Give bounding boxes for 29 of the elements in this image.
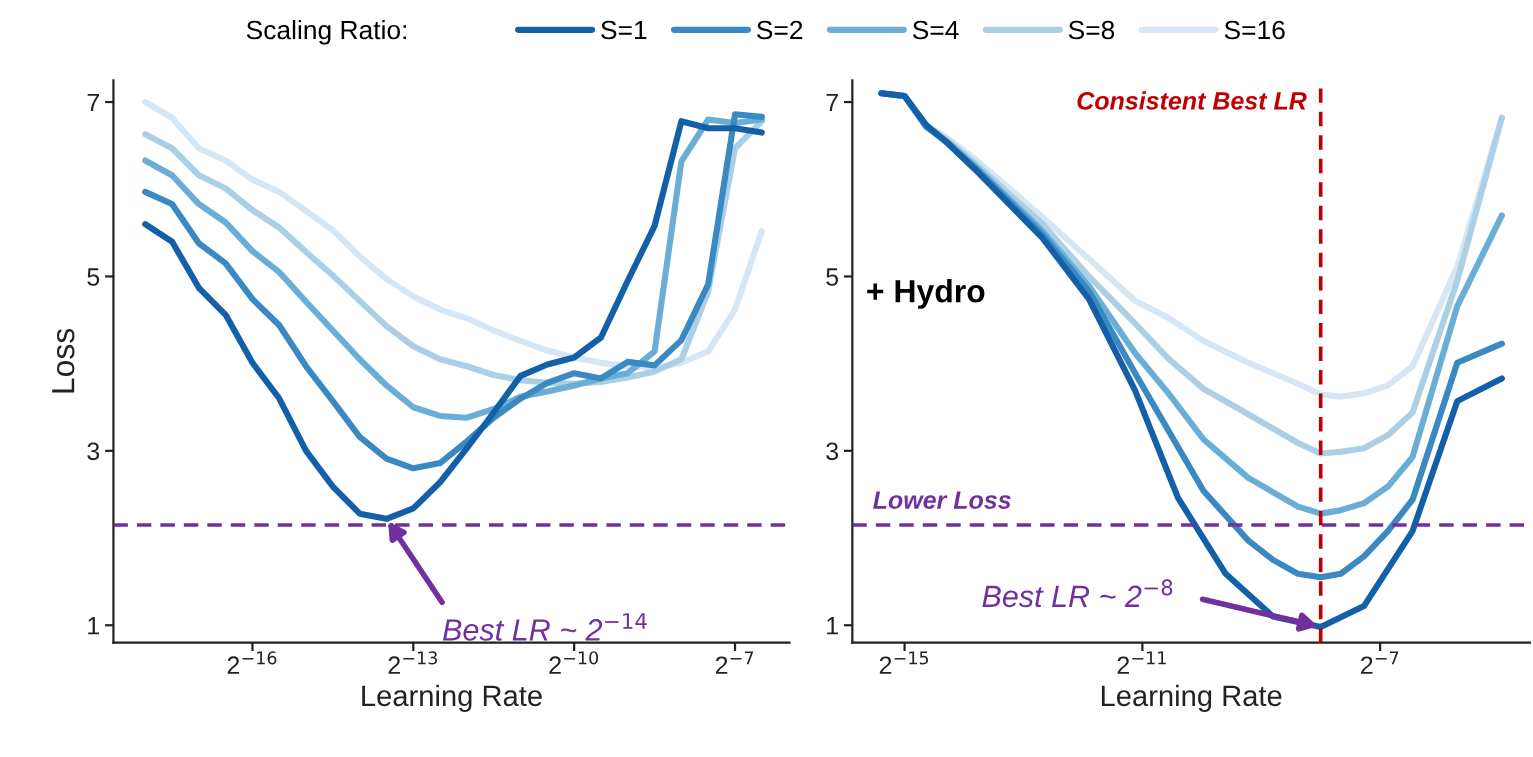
legend-label: S=16 [1224, 20, 1285, 40]
x-axis-title: Learning Rate [1101, 684, 1282, 712]
y-tick-label: 3 [87, 442, 100, 461]
legend-label: S=1 [601, 20, 647, 40]
y-tick-label: 3 [826, 442, 839, 461]
x-tick-label: 2$^{−16}$ [227, 651, 277, 674]
y-axis-title: Loss [52, 328, 75, 393]
x-tick-label: 2$^{−15}$ [879, 651, 929, 674]
x-axis-title: Learning Rate [362, 684, 542, 712]
ref-line-label: Consistent Best LR [1077, 91, 1307, 110]
legend-title: Scaling Ratio: [246, 19, 407, 45]
x-tick-label: 2$^{−13}$ [388, 651, 437, 674]
x-tick-label: 2$^{−7}$ [1361, 651, 1399, 674]
y-tick-label: 7 [87, 93, 99, 112]
x-tick-label: 2$^{−10}$ [549, 651, 599, 674]
y-tick-label: 7 [826, 93, 838, 112]
annotation: Best LR ~ 2$^{−14}$ [442, 613, 647, 641]
legend-label: S=4 [912, 20, 959, 40]
y-tick-label: 5 [826, 268, 839, 286]
ref-line-label: Lower Loss [873, 491, 1011, 509]
x-tick-label: 2$^{−7}$ [715, 651, 754, 674]
annotation: + Hydro [867, 279, 985, 309]
x-tick-label: 2$^{−11}$ [1117, 651, 1166, 674]
y-tick-label: 5 [87, 268, 100, 286]
annotation: Best LR ~ 2$^{−8}$ [982, 579, 1173, 608]
y-tick-label: 1 [88, 617, 100, 635]
legend-label: S=2 [757, 20, 803, 40]
legend-label: S=8 [1068, 20, 1115, 40]
y-tick-label: 1 [827, 617, 838, 635]
